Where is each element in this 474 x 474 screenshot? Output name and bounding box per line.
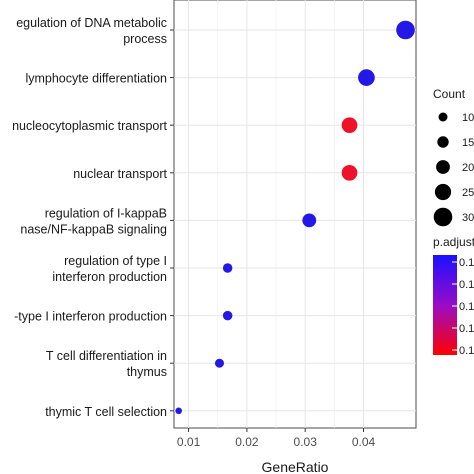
plot-panel <box>173 0 417 429</box>
size-legend-label: 10 <box>462 112 474 124</box>
size-legend-label: 25 <box>462 187 474 199</box>
color-legend-label: 0.12 <box>459 323 474 335</box>
data-point <box>175 407 182 415</box>
category-label: egulation of DNA metabolic <box>16 16 167 30</box>
data-point <box>214 358 224 368</box>
category-label: nase/NF-kappaB signaling <box>20 222 167 236</box>
x-tick-label: 0.01 <box>177 435 201 449</box>
data-point <box>222 263 233 273</box>
color-legend-label: 0.12 <box>459 345 474 357</box>
size-legend-title: Count <box>433 87 466 101</box>
color-legend: p.adjust 0.12 0.12 0.12 0.12 0.12 <box>433 235 474 357</box>
data-points <box>175 20 415 415</box>
color-legend-label: 0.12 <box>459 279 474 291</box>
size-legend: Count 10 15 20 25 30 <box>433 87 474 227</box>
size-legend-dot <box>434 183 452 201</box>
size-legend-dot <box>438 112 448 122</box>
category-label: T cell differentiation in <box>46 349 167 363</box>
data-point <box>358 69 375 86</box>
category-label: process <box>123 32 167 46</box>
color-legend-title: p.adjust <box>433 235 474 249</box>
size-legend-label: 15 <box>462 137 474 149</box>
size-legend-label: 30 <box>462 212 474 224</box>
data-point <box>222 310 233 321</box>
size-legend-dot <box>433 207 453 227</box>
x-tick-label: 0.03 <box>294 435 318 449</box>
data-point <box>396 20 415 40</box>
data-point <box>302 213 317 228</box>
x-tick-label: 0.04 <box>352 435 376 449</box>
size-legend-dot <box>437 136 449 148</box>
category-label: thymic T cell selection <box>45 405 167 419</box>
x-tick-label: 0.02 <box>235 435 259 449</box>
category-label: nuclear transport <box>73 167 167 181</box>
category-label: lymphocyte differentiation <box>25 72 167 86</box>
category-labels: egulation of DNA metabolic process lymphoc… <box>12 16 167 419</box>
size-legend-label: 20 <box>462 162 474 174</box>
data-point <box>341 164 358 181</box>
category-label: thymus <box>127 365 167 379</box>
color-legend-label: 0.12 <box>459 301 474 313</box>
category-label: regulation of I-kappaB <box>45 206 167 220</box>
color-legend-label: 0.12 <box>459 257 474 269</box>
grid-lines <box>174 0 416 428</box>
category-label: interferon production <box>52 270 167 284</box>
category-label: -type I interferon production <box>14 310 167 324</box>
color-legend-bar <box>433 255 457 355</box>
data-point <box>341 117 358 134</box>
category-label: nucleocytoplasmic transport <box>12 119 167 133</box>
x-axis-title: GeneRatio <box>262 459 329 474</box>
category-label: regulation of type I <box>64 254 167 268</box>
size-legend-dot <box>436 160 450 174</box>
axes: 0.01 0.02 0.03 0.04 <box>170 29 376 449</box>
